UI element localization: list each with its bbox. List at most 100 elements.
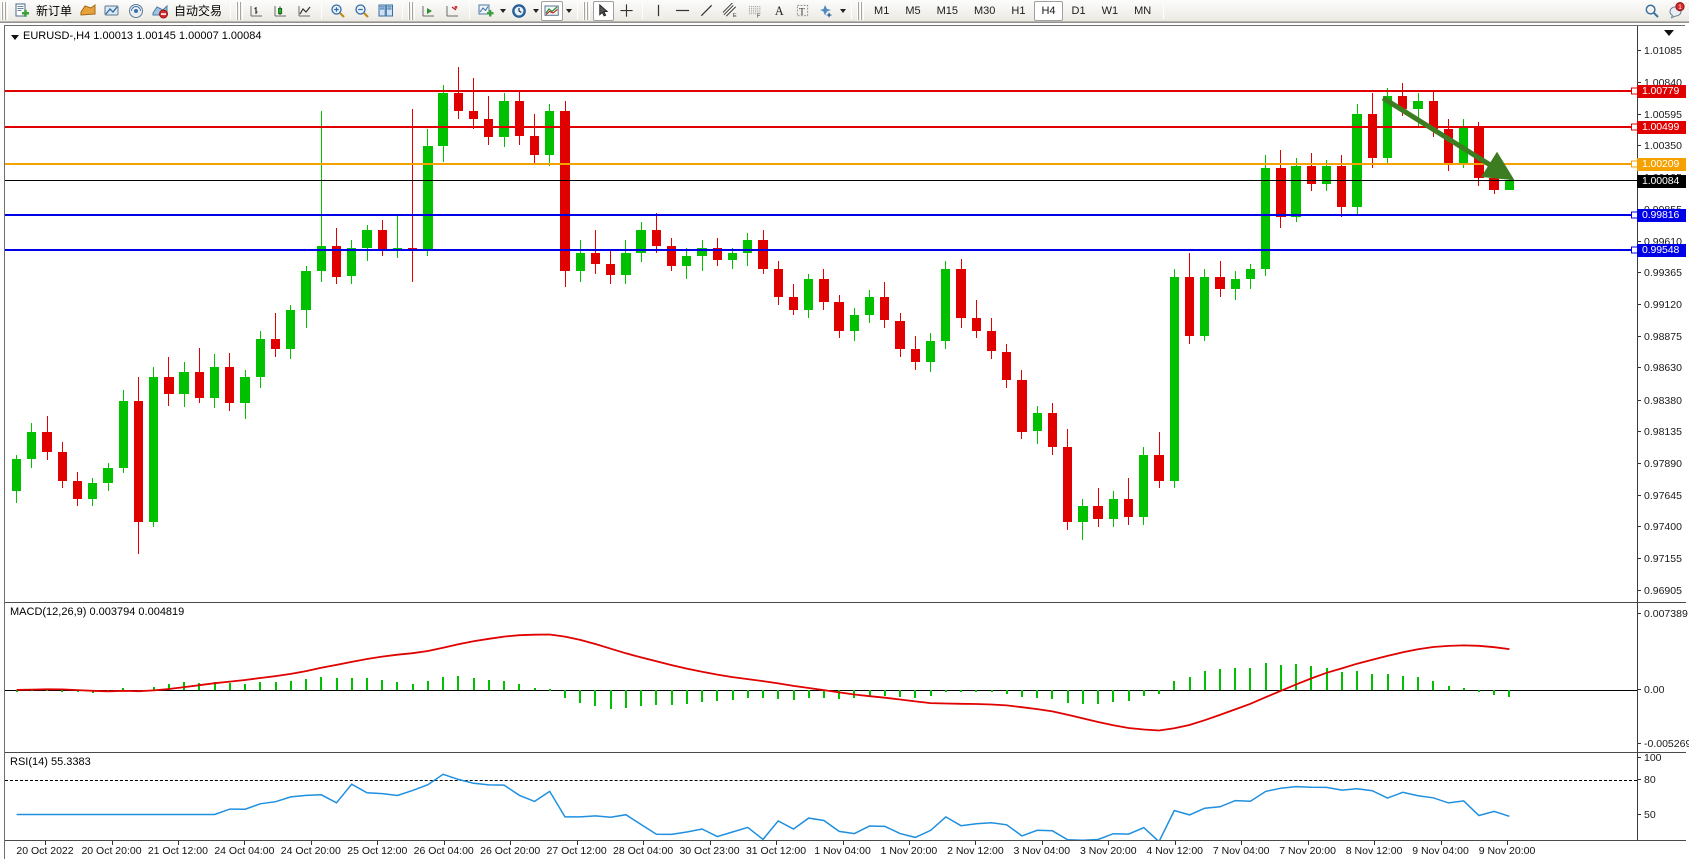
macd-histogram-bar [1356, 671, 1359, 690]
text-label-icon[interactable]: T [792, 1, 813, 21]
trend-line-icon[interactable] [696, 1, 717, 21]
macd-title: MACD(12,26,9) 0.003794 0.004819 [10, 606, 185, 618]
toolbar-grip-shift[interactable] [408, 1, 416, 20]
macd-axis[interactable]: 0.007389 0.00 -0.005269 [1637, 603, 1689, 752]
indicators-icon[interactable] [475, 1, 497, 21]
text-icon[interactable]: A [769, 1, 790, 21]
new-order-label[interactable]: 新订单 [36, 4, 73, 18]
zoom-in-icon[interactable] [327, 1, 349, 21]
macd-histogram-bar [685, 689, 688, 704]
toolbar-grip-charts[interactable] [236, 1, 244, 20]
candle-body [941, 268, 951, 342]
candle-body [1321, 165, 1332, 184]
new-order-icon[interactable] [11, 1, 33, 21]
macd-histogram-bar [1279, 664, 1282, 690]
templates-dropdown-caret[interactable] [564, 2, 573, 20]
candle-wick [457, 67, 459, 119]
period-dropdown-caret[interactable] [531, 2, 540, 20]
macd-histogram-bar [457, 676, 460, 690]
auto-scroll-icon[interactable] [418, 1, 440, 21]
toolbar-grip-tf[interactable] [857, 1, 865, 20]
chart-collapse-caret[interactable] [1664, 30, 1674, 36]
toolbar-grip-tools[interactable] [583, 1, 591, 20]
timeframe-d1[interactable]: D1 [1071, 4, 1086, 17]
candle-body [209, 367, 220, 398]
timeframe-m30[interactable]: M30 [974, 4, 996, 17]
candle-body [1504, 180, 1515, 190]
price-axis[interactable]: 1.010851.008401.005951.003501.001050.998… [1637, 26, 1686, 602]
macd-histogram-bar [396, 682, 399, 690]
timeframe-w1[interactable]: W1 [1101, 4, 1119, 17]
level-line-support-upper[interactable] [5, 211, 1637, 219]
tile-windows-icon[interactable] [375, 1, 397, 21]
candle-body [1047, 413, 1058, 447]
data-window-icon[interactable] [77, 1, 99, 21]
price-tick-label: 0.99365 [1638, 268, 1682, 279]
chart-shift-icon[interactable] [442, 1, 464, 21]
time-axis[interactable]: 20 Oct 2022 20 Oct 20:00 21 Oct 12:00 24 Oc… [5, 840, 1686, 860]
candle-body [1230, 279, 1240, 290]
toolbar-grip[interactable] [1, 1, 8, 20]
level-line-current-price[interactable] [5, 179, 1637, 181]
level-line-support-lower[interactable] [5, 246, 1637, 254]
toolbar-separator-tf [851, 2, 853, 19]
timeframe-m5[interactable]: M5 [905, 4, 921, 17]
timeframe-h4[interactable]: H4 [1034, 0, 1063, 21]
level-anchor-handle[interactable] [1631, 211, 1637, 219]
bar-chart-icon[interactable] [246, 1, 268, 21]
equidistant-channel-icon[interactable]: E [719, 1, 742, 21]
shapes-dropdown-caret[interactable] [838, 2, 847, 20]
time-tick [975, 841, 977, 845]
candle-body [606, 263, 616, 276]
vertical-line-icon[interactable] [648, 1, 669, 21]
candle-body [1139, 454, 1149, 517]
templates-icon[interactable] [541, 0, 564, 21]
indicators-dropdown-caret[interactable] [498, 2, 507, 20]
level-anchor-handle[interactable] [1631, 246, 1637, 254]
rsi-title: RSI(14) 55.3383 [10, 756, 91, 768]
down-trend-arrow[interactable] [1379, 94, 1519, 184]
level-line-resistance-upper[interactable] [5, 87, 1637, 95]
signal-icon[interactable] [125, 1, 147, 21]
candle-body [514, 100, 524, 136]
time-tick [576, 841, 578, 845]
fibonacci-icon[interactable]: F [744, 1, 767, 21]
autotrading-label[interactable]: 自动交易 [174, 4, 223, 18]
period-icon[interactable] [508, 1, 530, 21]
macd-plot-area[interactable] [5, 603, 1637, 752]
level-line-resistance-lower[interactable] [5, 123, 1637, 131]
macd-histogram-bar [1036, 689, 1039, 698]
crosshair-icon[interactable] [616, 1, 637, 21]
zoom-out-icon[interactable] [351, 1, 373, 21]
candlestick-chart-icon[interactable] [270, 1, 292, 21]
horizontal-line-icon[interactable] [671, 1, 694, 21]
timeframe-m15[interactable]: M15 [936, 4, 958, 17]
level-anchor-handle[interactable] [1631, 160, 1637, 168]
cursor-icon[interactable] [593, 0, 615, 21]
level-anchor-handle[interactable] [1631, 87, 1637, 95]
shapes-icon[interactable] [815, 1, 837, 21]
time-axis-label: 7 Nov 20:00 [1279, 845, 1336, 857]
macd-histogram-bar [929, 689, 932, 697]
price-tick-label: 0.97645 [1638, 490, 1682, 501]
macd-histogram-bar [1158, 689, 1160, 694]
time-axis-label: 20 Oct 20:00 [81, 845, 142, 857]
line-chart-icon[interactable] [294, 1, 316, 21]
navigator-icon[interactable] [101, 1, 123, 21]
macd-histogram-bar [670, 689, 673, 706]
timeframe-h1[interactable]: H1 [1011, 4, 1026, 17]
macd-histogram-bar [624, 689, 627, 709]
timeframe-m1[interactable]: M1 [874, 4, 890, 17]
autotrading-icon[interactable] [149, 1, 171, 21]
timeframe-mn[interactable]: MN [1134, 4, 1152, 17]
price-plot-area[interactable] [5, 26, 1637, 602]
symbol-dropdown-arrow[interactable] [11, 35, 19, 40]
price-tick-label: 1.00840 [1638, 78, 1682, 88]
search-icon[interactable] [1641, 1, 1663, 21]
alerts-icon[interactable]: 1 [1665, 1, 1688, 21]
level-anchor-handle[interactable] [1631, 123, 1637, 131]
macd-histogram-bar [655, 689, 658, 706]
candle-wick [594, 230, 596, 274]
candle-body [118, 400, 128, 468]
level-line-pivot-level[interactable] [5, 160, 1637, 168]
